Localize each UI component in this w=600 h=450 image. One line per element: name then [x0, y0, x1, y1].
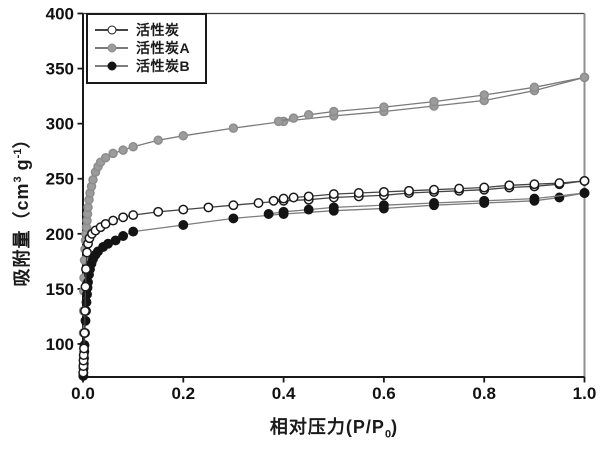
data-point — [579, 175, 590, 186]
data-point — [81, 264, 91, 275]
data-point — [454, 183, 465, 194]
data-point — [203, 202, 214, 213]
x-tick-label: 1.0 — [573, 384, 597, 403]
y-tick-label: 200 — [46, 225, 74, 244]
data-point — [268, 195, 279, 206]
y-tick-label: 400 — [46, 5, 74, 24]
data-point — [303, 191, 314, 202]
data-point — [278, 206, 289, 217]
data-point — [429, 184, 439, 195]
data-point — [118, 212, 129, 223]
legend-item-huoxingtan-a: 活性炭A — [95, 39, 205, 57]
y-tick-label: 100 — [46, 335, 74, 354]
data-point — [153, 135, 163, 145]
black-circle-marker-icon — [95, 61, 128, 72]
data-point — [529, 179, 540, 190]
x-tick-label: 0.4 — [272, 384, 296, 403]
data-point — [579, 188, 590, 198]
data-point — [404, 185, 414, 196]
x-tick-label: 0.0 — [71, 384, 95, 403]
data-point — [378, 200, 389, 211]
data-point — [128, 210, 139, 221]
data-point — [353, 188, 364, 198]
data-point — [303, 204, 314, 215]
data-point — [288, 192, 299, 203]
data-point — [479, 90, 489, 100]
legend-label: 活性炭B — [136, 58, 191, 74]
data-point — [579, 72, 590, 83]
y-tick-label: 150 — [46, 280, 74, 299]
data-point — [82, 247, 92, 258]
data-point — [110, 235, 121, 246]
x-tick-label: 0.8 — [472, 384, 496, 403]
data-point — [263, 209, 274, 219]
data-point — [79, 327, 90, 338]
data-point — [328, 202, 339, 213]
data-point — [128, 226, 139, 237]
legend-item-huoxingtan: 活性炭 — [95, 21, 205, 39]
data-point — [108, 148, 118, 159]
open-circle-marker-icon — [95, 25, 128, 36]
data-point — [529, 193, 540, 204]
data-point — [128, 142, 138, 152]
data-point — [479, 195, 490, 206]
data-point — [329, 106, 339, 117]
data-point — [88, 175, 98, 185]
data-point — [83, 202, 93, 213]
data-point — [178, 220, 189, 230]
x-axis-label: 相对压力(P/P0) — [269, 417, 399, 441]
series-2-adsorption-line — [82, 192, 585, 376]
data-point — [273, 116, 284, 127]
data-point — [429, 198, 439, 208]
data-point — [153, 206, 164, 217]
data-point — [118, 145, 128, 155]
data-point — [303, 110, 314, 120]
data-point — [178, 131, 189, 141]
data-point — [529, 82, 540, 93]
data-point — [79, 343, 89, 354]
data-point — [228, 213, 239, 224]
data-point — [80, 281, 91, 292]
data-point — [429, 96, 439, 107]
data-point — [100, 153, 111, 163]
x-tick-label: 0.2 — [171, 384, 195, 403]
legend-item-huoxingtan-b: 活性炭B — [95, 57, 205, 75]
legend: 活性炭 活性炭A 活性炭B — [86, 13, 207, 84]
data-point — [288, 113, 299, 123]
data-point — [118, 231, 129, 241]
data-point — [378, 186, 389, 197]
data-point — [80, 315, 91, 326]
y-tick-label: 300 — [46, 115, 74, 134]
x-tick-label: 0.6 — [372, 384, 396, 403]
data-point — [554, 192, 565, 203]
y-tick-label: 250 — [46, 170, 74, 189]
data-point — [228, 123, 239, 133]
data-point — [178, 204, 189, 215]
data-point — [253, 198, 264, 208]
legend-label: 活性炭 — [136, 22, 180, 38]
data-point — [108, 215, 119, 226]
data-point — [379, 102, 389, 112]
gray-circle-marker-icon — [95, 43, 128, 54]
legend-label: 活性炭A — [136, 40, 191, 56]
data-point — [504, 180, 515, 191]
data-point — [80, 305, 90, 316]
y-tick-label: 350 — [46, 60, 74, 79]
data-point — [479, 182, 490, 193]
y-axis-label: 吸附量（cm3 g-1） — [12, 129, 32, 287]
data-point — [228, 200, 239, 211]
data-point — [328, 189, 339, 200]
data-point — [554, 178, 565, 189]
data-point — [278, 193, 289, 204]
